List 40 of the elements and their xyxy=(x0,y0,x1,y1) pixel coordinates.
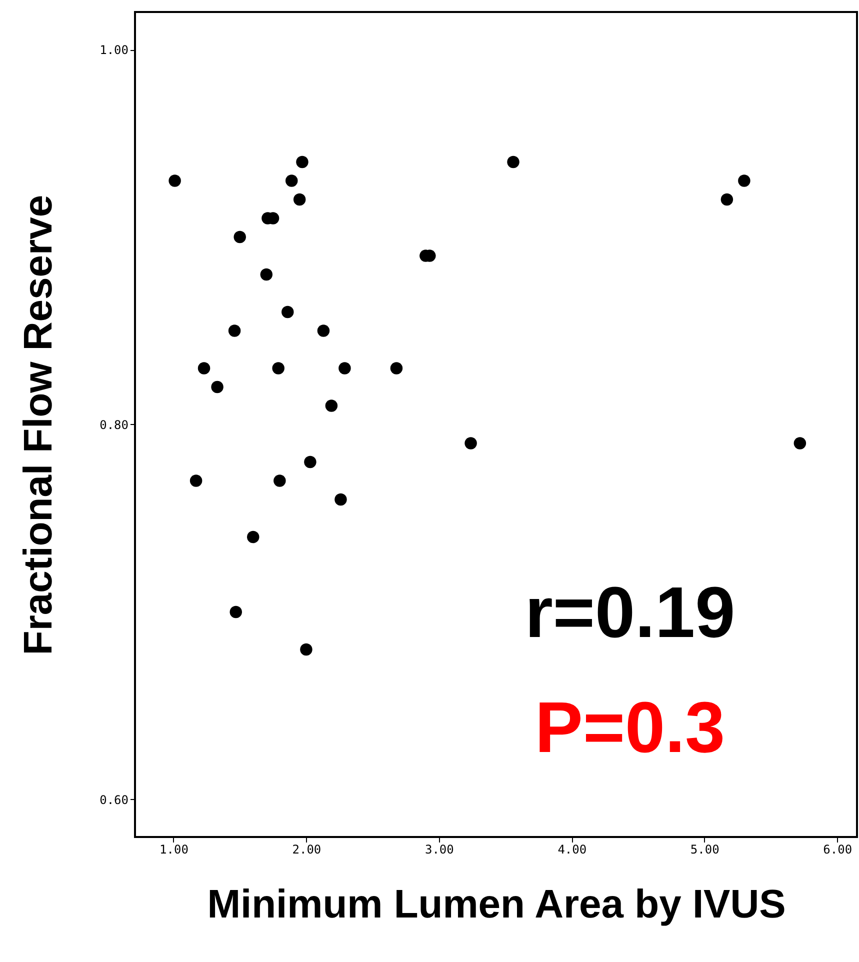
point xyxy=(304,456,316,468)
point xyxy=(285,174,298,187)
point xyxy=(296,156,308,168)
point xyxy=(794,437,806,450)
point xyxy=(274,474,286,487)
point xyxy=(230,606,242,618)
point xyxy=(300,643,312,656)
x-axis-title: Minimum Lumen Area by IVUS xyxy=(207,882,786,926)
x-tick-label: 2.00 xyxy=(292,842,322,856)
point xyxy=(325,400,338,412)
y-axis-title: Fractional Flow Reserve xyxy=(16,194,61,656)
point xyxy=(507,156,520,168)
annotation: r=0.19 xyxy=(524,573,736,653)
x-tick-label: 1.00 xyxy=(160,842,188,856)
point xyxy=(738,174,750,187)
point xyxy=(317,324,330,337)
point xyxy=(293,193,306,206)
point xyxy=(334,493,347,506)
point xyxy=(234,230,246,244)
point xyxy=(198,362,210,374)
point xyxy=(246,530,260,544)
x-tick-label: 4.00 xyxy=(558,842,587,856)
point xyxy=(282,306,294,318)
point xyxy=(228,324,241,337)
point xyxy=(211,380,224,394)
point xyxy=(260,268,273,281)
point xyxy=(390,362,403,374)
annotation: P=0.3 xyxy=(534,688,726,768)
point xyxy=(464,437,477,450)
y-tick-label: 0.80 xyxy=(100,418,128,432)
x-tick-label: 5.00 xyxy=(690,842,720,856)
x-tick-label: 6.00 xyxy=(823,842,852,856)
y-tick-label: 0.60 xyxy=(100,793,128,807)
point xyxy=(720,193,734,206)
x-tick-label: 3.00 xyxy=(424,842,454,856)
point xyxy=(190,474,202,487)
point xyxy=(272,362,284,374)
point xyxy=(338,362,351,374)
y-tick-label: 1.00 xyxy=(100,43,128,57)
point xyxy=(168,174,181,187)
